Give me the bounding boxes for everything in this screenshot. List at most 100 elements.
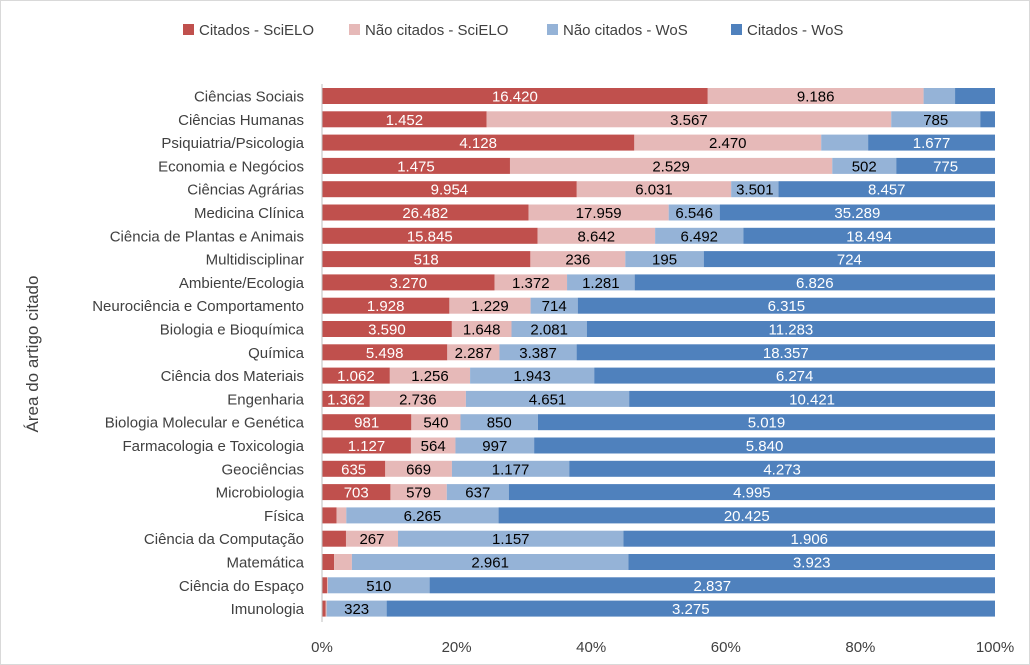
bar-segment [655,227,744,244]
bar-segment [346,507,499,524]
bar-segment [322,274,495,291]
bar-segment [345,530,399,547]
bar-segment [576,181,732,198]
bar-segment [429,577,996,594]
bar-segment [594,367,995,384]
bar-segment [322,484,391,501]
data-label: 35.289 [834,205,880,222]
bar-segment [923,88,956,104]
bar-segment [896,157,995,174]
bar-segment [411,414,461,431]
data-label: 4.651 [529,391,567,408]
data-label: 997 [482,438,507,455]
bar-segment [455,437,535,454]
data-label: 510 [366,578,391,595]
bar-segment [322,181,577,198]
data-label: 502 [852,158,877,175]
bar-segment [322,204,529,221]
bar-segment [322,414,412,431]
bar-segment [703,251,995,268]
category-label: Ciência dos Materiais [161,368,304,385]
category-label: Química [248,345,305,362]
bar-segment [511,321,587,337]
bar-segment [322,321,452,337]
bar-segment [386,600,995,617]
bar-segment [494,274,568,291]
data-label: 3.275 [672,601,710,618]
data-label: 9.954 [431,182,469,199]
legend: Citados - SciELO Não citados - SciELO Não … [183,22,843,39]
bar-segment [868,134,995,151]
category-label: Geociências [221,461,304,478]
category-label: Ciência da Computação [144,531,304,548]
data-label: 579 [406,485,431,502]
data-label: 17.959 [576,205,622,222]
data-label: 5.019 [748,415,786,432]
bar-segment [537,227,656,244]
bar-segment [719,204,995,221]
bar-segment [322,600,326,617]
bar-segment [625,251,704,268]
category-label: Neurociência e Comportamento [92,298,304,315]
category-label: Ciências Sociais [194,89,304,106]
bar-segment [534,437,995,454]
bar-segment [322,460,386,477]
data-label: 11.283 [769,322,814,339]
data-label: 1.475 [397,158,435,175]
bar-segment [447,344,500,361]
data-label: 1.452 [386,112,424,129]
bar-segment [634,134,822,151]
data-label: 8.457 [868,182,906,199]
category-label: Medicina Clínica [194,205,305,222]
data-label: 323 [344,601,369,618]
category-label: Matemática [226,555,304,572]
bar-segment [322,251,531,268]
data-label: 10.421 [789,391,835,408]
bar-segment [465,390,630,407]
category-label: Multidisciplinar [206,252,304,269]
data-label: 195 [652,252,677,269]
data-label: 26.482 [402,205,448,222]
data-label: 2.837 [694,578,732,595]
bar-segment [460,414,538,431]
bar-segment [351,554,629,570]
legend-label: Não citados - WoS [563,22,688,39]
data-label: 564 [421,438,446,455]
bar-segment [322,134,635,151]
category-label: Biologia e Bioquímica [160,322,305,339]
bar-segment [537,414,995,431]
bar-segment [707,88,924,104]
bar-segment [731,181,779,198]
data-label: 4.273 [763,461,801,478]
x-tick-label: 40% [576,639,606,656]
bar-segment [389,367,471,384]
data-label: 1.906 [790,531,828,548]
category-label: Ciências Agrárias [187,182,304,199]
data-label: 724 [837,252,862,269]
legend-swatch [183,24,194,35]
data-label: 1.157 [492,531,530,548]
data-label: 267 [359,531,384,548]
data-label: 2.287 [455,345,493,362]
bar-segment [743,227,995,244]
bar-segment [509,157,833,174]
bar-segment [628,554,995,570]
x-tick-label: 60% [711,639,741,656]
data-label: 3.501 [736,182,774,199]
bar-segment [322,554,335,570]
bar-segment [334,554,352,570]
bar-segment [322,111,487,128]
data-label: 1.648 [463,322,501,339]
bar-segment [322,577,327,594]
data-label: 1.928 [367,298,405,315]
data-label: 637 [465,485,490,502]
category-label: Ciências Humanas [178,112,304,129]
bar-segment [322,390,370,407]
bar-segment [410,437,456,454]
data-label: 5.840 [746,438,784,455]
bar-segment [508,484,995,501]
bar-segment [369,390,466,407]
x-tick-label: 0% [311,639,333,656]
bar-segment [326,577,328,594]
bar-segment [530,251,626,268]
